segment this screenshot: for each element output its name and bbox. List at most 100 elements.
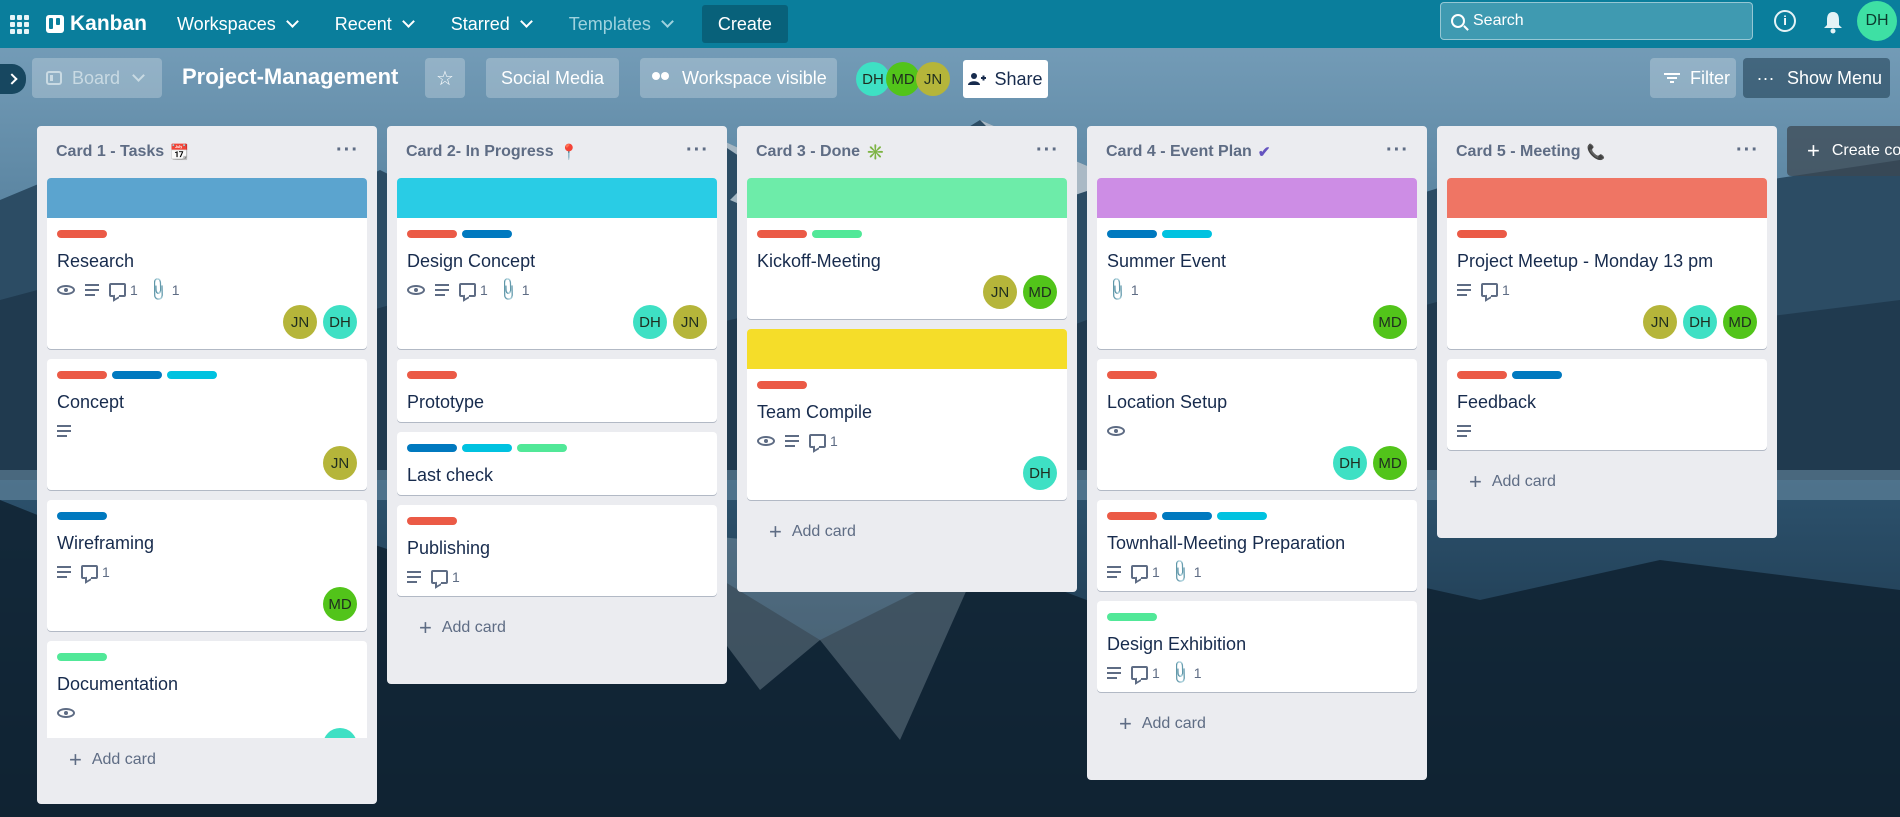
filter-button[interactable]: Filter [1650,58,1736,98]
label-cyan[interactable] [462,444,512,452]
add-card-button[interactable]: + Add card [387,606,727,650]
label-blue[interactable] [462,230,512,238]
card-design-concept[interactable]: Design Concept 1 📎 1 DH JN [397,178,717,349]
member-avatar[interactable]: MD [323,587,357,621]
comment-icon [459,283,476,297]
label-red[interactable] [757,381,807,389]
starred-menu[interactable]: Starred [443,8,539,41]
label-cyan[interactable] [1217,512,1267,520]
share-button[interactable]: Share [963,60,1048,98]
card-feedback[interactable]: Feedback [1447,359,1767,450]
list-header[interactable]: Card 1 - Tasks 📆 ··· [37,126,377,178]
member-avatar[interactable]: DH [323,728,357,738]
member-avatar[interactable]: DH [1023,456,1057,490]
add-card-button[interactable]: + Add card [737,510,1077,554]
label-red[interactable] [757,230,807,238]
search-input[interactable]: Search [1440,2,1753,40]
label-green[interactable] [1107,613,1157,621]
card-last-check[interactable]: Last check [397,432,717,495]
label-blue[interactable] [112,371,162,379]
create-list-button[interactable]: + Create co [1787,126,1900,176]
workspace-button[interactable]: Social Media [486,58,619,98]
member-avatar[interactable]: JN [283,305,317,339]
add-card-button[interactable]: + Add card [37,738,377,782]
label-red[interactable] [407,517,457,525]
member-avatar[interactable]: MD [1723,305,1757,339]
member-avatar[interactable]: MD [1023,275,1057,309]
card-design-exhibition[interactable]: Design Exhibition 1 📎 1 [1097,601,1417,692]
card-concept[interactable]: Concept JN [47,359,367,490]
card-documentation[interactable]: Documentation DH [47,641,367,738]
label-green[interactable] [812,230,862,238]
card-project-meetup[interactable]: Project Meetup - Monday 13 pm 1 JN DH MD [1447,178,1767,349]
user-avatar[interactable]: DH [1857,1,1897,41]
label-red[interactable] [1457,371,1507,379]
card-kickoff-meeting[interactable]: Kickoff-Meeting JN MD [747,178,1067,319]
label-red[interactable] [1107,512,1157,520]
list-header[interactable]: Card 2- In Progress 📍 ··· [387,126,727,178]
list-more-icon[interactable]: ··· [336,139,359,161]
recent-menu[interactable]: Recent [327,8,421,41]
member-avatar[interactable]: MD [886,62,920,96]
label-blue[interactable] [1512,371,1562,379]
apps-grid-icon[interactable] [2,0,36,48]
card-research[interactable]: Research 1 📎 1 JN DH [47,178,367,349]
member-avatar[interactable]: DH [633,305,667,339]
card-location-setup[interactable]: Location Setup DH MD [1097,359,1417,490]
label-blue[interactable] [407,444,457,452]
list-more-icon[interactable]: ··· [1386,139,1409,161]
add-card-button[interactable]: + Add card [1087,702,1427,746]
templates-menu[interactable]: Templates [561,8,680,41]
label-blue[interactable] [57,512,107,520]
label-red[interactable] [1457,230,1507,238]
visibility-button[interactable]: Workspace visible [640,58,837,98]
label-blue[interactable] [1162,512,1212,520]
member-avatar[interactable]: JN [323,446,357,480]
label-red[interactable] [407,371,457,379]
card-wireframing[interactable]: Wireframing 1 MD [47,500,367,631]
attachment-icon: 📎 [494,277,521,304]
member-avatar[interactable]: JN [1643,305,1677,339]
show-menu-button[interactable]: ... Show Menu [1743,58,1890,98]
label-green[interactable] [57,653,107,661]
label-green[interactable] [517,444,567,452]
member-avatar[interactable]: MD [1373,305,1407,339]
star-board-button[interactable]: ☆ [425,58,465,98]
member-avatar[interactable]: JN [916,62,950,96]
list-header[interactable]: Card 3 - Done ✳️ ··· [737,126,1077,178]
member-avatar[interactable]: MD [1373,446,1407,480]
member-avatar[interactable]: DH [1683,305,1717,339]
label-red[interactable] [1107,371,1157,379]
member-avatar[interactable]: DH [323,305,357,339]
card-summer-event[interactable]: Summer Event 📎 1 MD [1097,178,1417,349]
member-avatar[interactable]: JN [673,305,707,339]
workspaces-menu[interactable]: Workspaces [169,8,305,41]
watch-icon [57,708,75,718]
card-prototype[interactable]: Prototype [397,359,717,422]
app-logo[interactable]: Kanban [46,12,147,36]
list-header[interactable]: Card 5 - Meeting 📞 ··· [1437,126,1777,178]
label-red[interactable] [407,230,457,238]
board-title[interactable]: Project-Management [182,64,399,89]
card-townhall-meeting-preparation[interactable]: Townhall-Meeting Preparation 1 📎 1 [1097,500,1417,591]
notifications-bell-icon[interactable] [1822,9,1844,35]
member-avatar[interactable]: DH [856,62,890,96]
list-more-icon[interactable]: ··· [1736,139,1759,161]
label-cyan[interactable] [1162,230,1212,238]
list-more-icon[interactable]: ··· [686,139,709,161]
add-card-button[interactable]: + Add card [1437,460,1777,504]
member-avatar[interactable]: DH [1333,446,1367,480]
member-avatar[interactable]: JN [983,275,1017,309]
card-team-compile[interactable]: Team Compile 1 DH [747,329,1067,500]
label-cyan[interactable] [167,371,217,379]
card-publishing[interactable]: Publishing 1 [397,505,717,596]
label-blue[interactable] [1107,230,1157,238]
info-icon[interactable]: i [1774,10,1796,32]
create-button[interactable]: Create [701,5,788,43]
label-red[interactable] [57,371,107,379]
label-red[interactable] [57,230,107,238]
board-view-switcher[interactable]: Board [32,58,162,98]
list-more-icon[interactable]: ··· [1036,139,1059,161]
sidebar-expand-button[interactable] [0,64,26,94]
list-header[interactable]: Card 4 - Event Plan ✔ ··· [1087,126,1427,178]
